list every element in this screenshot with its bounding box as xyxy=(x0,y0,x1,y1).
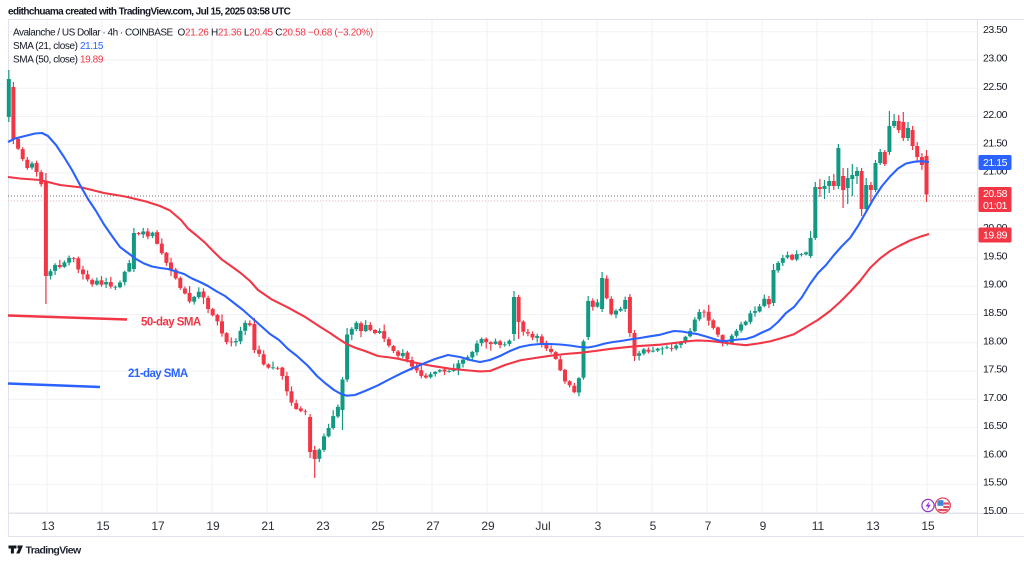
svg-text:21.15: 21.15 xyxy=(983,157,1008,169)
svg-text:19.50: 19.50 xyxy=(983,250,1008,262)
svg-text:19.00: 19.00 xyxy=(983,279,1008,291)
svg-text:22.50: 22.50 xyxy=(983,81,1008,93)
svg-text:19.89: 19.89 xyxy=(983,230,1008,242)
svg-text:13: 13 xyxy=(866,519,880,533)
svg-text:13: 13 xyxy=(41,519,55,533)
svg-text:7: 7 xyxy=(705,519,712,533)
svg-text:18.00: 18.00 xyxy=(983,335,1008,347)
svg-text:Jul: Jul xyxy=(535,519,550,533)
svg-text:19: 19 xyxy=(206,519,220,533)
svg-text:18.50: 18.50 xyxy=(983,307,1008,319)
svg-text:23.50: 23.50 xyxy=(983,24,1008,36)
svg-text:16.50: 16.50 xyxy=(983,420,1008,432)
svg-text:25: 25 xyxy=(371,519,385,533)
svg-text:edithchuama created with Tradi: edithchuama created with TradingView.com… xyxy=(8,7,291,18)
svg-text:16.00: 16.00 xyxy=(983,448,1008,460)
svg-text:TradingView: TradingView xyxy=(26,545,82,557)
svg-text:15: 15 xyxy=(921,519,935,533)
svg-text:O21.26 H21.36 L20.45 C20.58 −0: O21.26 H21.36 L20.45 C20.58 −0.68 (−3.20… xyxy=(178,28,373,39)
svg-text:9: 9 xyxy=(760,519,767,533)
svg-text:23.00: 23.00 xyxy=(983,53,1008,65)
svg-text:50-day SMA: 50-day SMA xyxy=(141,317,201,329)
svg-text:SMA (50, close) 19.89: SMA (50, close) 19.89 xyxy=(13,55,104,66)
svg-text:15: 15 xyxy=(96,519,110,533)
svg-text:22.00: 22.00 xyxy=(983,109,1008,121)
svg-text:17.50: 17.50 xyxy=(983,364,1008,376)
svg-text:21-day SMA: 21-day SMA xyxy=(128,368,188,380)
svg-text:Avalanche / US Dollar · 4h · C: Avalanche / US Dollar · 4h · COINBASE xyxy=(13,28,174,39)
svg-text:21: 21 xyxy=(261,519,275,533)
svg-text:29: 29 xyxy=(481,519,495,533)
svg-text:01:01: 01:01 xyxy=(983,200,1008,212)
svg-text:3: 3 xyxy=(595,519,602,533)
svg-text:27: 27 xyxy=(426,519,440,533)
svg-text:SMA (21, close) 21.15: SMA (21, close) 21.15 xyxy=(13,41,104,52)
svg-text:5: 5 xyxy=(650,519,657,533)
svg-text:15.50: 15.50 xyxy=(983,477,1008,489)
svg-text:23: 23 xyxy=(316,519,330,533)
svg-text:21.50: 21.50 xyxy=(983,137,1008,149)
svg-text:17: 17 xyxy=(151,519,165,533)
svg-text:20.58: 20.58 xyxy=(983,188,1008,200)
svg-text:17.00: 17.00 xyxy=(983,392,1008,404)
svg-text:11: 11 xyxy=(812,519,825,533)
svg-text:15.00: 15.00 xyxy=(983,505,1008,517)
